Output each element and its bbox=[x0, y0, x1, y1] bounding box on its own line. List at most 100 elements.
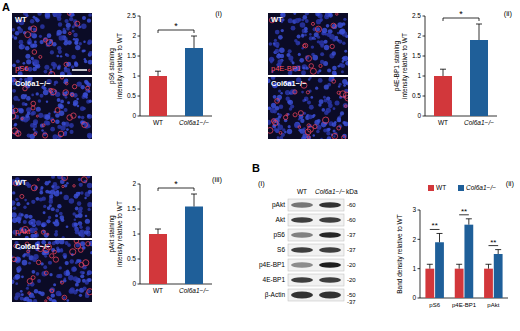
nucleus bbox=[61, 218, 65, 222]
nucleus bbox=[273, 95, 277, 99]
nucleus bbox=[274, 39, 277, 42]
nucleus bbox=[320, 138, 323, 139]
stain bbox=[45, 300, 47, 302]
nucleus bbox=[342, 60, 345, 63]
nucleus bbox=[63, 255, 67, 259]
nucleus bbox=[66, 182, 68, 184]
nucleus bbox=[34, 289, 38, 293]
nucleus bbox=[78, 213, 83, 218]
nucleus bbox=[312, 55, 318, 61]
nucleus bbox=[279, 48, 284, 53]
nucleus bbox=[305, 19, 309, 23]
kda-label: -60 bbox=[347, 202, 356, 208]
nucleus bbox=[15, 275, 18, 278]
nucleus bbox=[289, 107, 292, 110]
stain bbox=[268, 127, 273, 133]
stain bbox=[31, 26, 37, 32]
stain-label: pAkt bbox=[15, 227, 31, 236]
nucleus bbox=[65, 37, 67, 39]
nucleus bbox=[66, 271, 71, 276]
stain bbox=[307, 124, 310, 127]
nucleus bbox=[51, 207, 55, 211]
nucleus bbox=[72, 222, 78, 228]
nucleus bbox=[23, 220, 27, 224]
stain bbox=[37, 179, 39, 181]
nucleus bbox=[22, 260, 28, 266]
nucleus bbox=[12, 104, 14, 108]
nucleus bbox=[46, 219, 50, 223]
stain bbox=[82, 122, 88, 128]
nucleus bbox=[51, 62, 56, 67]
stain bbox=[337, 126, 341, 130]
nucleus bbox=[71, 65, 75, 69]
nucleus bbox=[57, 30, 62, 35]
nucleus bbox=[288, 55, 293, 60]
stain bbox=[53, 257, 58, 262]
nucleus bbox=[57, 204, 61, 208]
nucleus bbox=[84, 60, 88, 64]
nucleus bbox=[72, 212, 75, 215]
nucleus bbox=[30, 234, 34, 238]
blot-strip bbox=[288, 214, 344, 226]
nucleus bbox=[53, 221, 56, 224]
nucleus bbox=[66, 299, 69, 302]
nucleus bbox=[40, 124, 44, 128]
bar bbox=[185, 207, 203, 285]
nucleus bbox=[19, 44, 25, 50]
nucleus bbox=[34, 60, 39, 65]
stain bbox=[36, 260, 40, 264]
nucleus bbox=[85, 215, 87, 217]
stain bbox=[49, 71, 55, 75]
nucleus bbox=[29, 228, 35, 234]
nucleus bbox=[41, 222, 46, 227]
nucleus bbox=[339, 29, 345, 35]
micrograph bbox=[12, 13, 92, 75]
significance: * bbox=[174, 21, 178, 31]
y-tick-label: 3 bbox=[412, 206, 416, 213]
nucleus bbox=[65, 91, 68, 94]
nucleus bbox=[78, 192, 81, 195]
nucleus bbox=[70, 130, 74, 134]
nucleus bbox=[271, 58, 274, 61]
nucleus bbox=[288, 49, 292, 53]
texture bbox=[12, 13, 92, 75]
nucleus bbox=[317, 40, 320, 43]
nucleus bbox=[333, 135, 335, 137]
nucleus bbox=[80, 106, 85, 111]
error-bar bbox=[439, 233, 440, 242]
stain bbox=[47, 233, 49, 235]
nucleus bbox=[59, 35, 64, 40]
stain bbox=[70, 249, 76, 255]
stain bbox=[86, 242, 90, 246]
nucleus bbox=[87, 114, 92, 119]
nucleus bbox=[306, 67, 309, 70]
nucleus bbox=[33, 299, 37, 302]
nucleus bbox=[84, 197, 87, 200]
nucleus bbox=[80, 191, 84, 195]
nucleus bbox=[30, 112, 34, 116]
nucleus bbox=[332, 122, 337, 127]
band bbox=[291, 277, 313, 283]
nucleus bbox=[343, 103, 348, 108]
nucleus bbox=[336, 39, 339, 42]
nucleus bbox=[275, 49, 280, 54]
kda-label: -37 bbox=[347, 232, 356, 238]
nucleus bbox=[82, 16, 86, 20]
stain bbox=[336, 13, 338, 15]
nucleus bbox=[17, 270, 20, 273]
y-tick bbox=[138, 56, 141, 57]
nucleus bbox=[338, 65, 341, 68]
stain bbox=[75, 21, 80, 26]
texture bbox=[12, 77, 92, 139]
texture bbox=[12, 240, 92, 302]
nucleus bbox=[38, 291, 41, 294]
nucleus bbox=[64, 195, 69, 200]
nucleus bbox=[17, 99, 20, 102]
stain bbox=[31, 106, 35, 110]
nucleus bbox=[60, 71, 65, 75]
nucleus bbox=[58, 13, 62, 16]
nucleus bbox=[82, 49, 85, 52]
nucleus bbox=[301, 34, 304, 37]
nucleus bbox=[280, 92, 282, 94]
stain bbox=[60, 281, 63, 284]
